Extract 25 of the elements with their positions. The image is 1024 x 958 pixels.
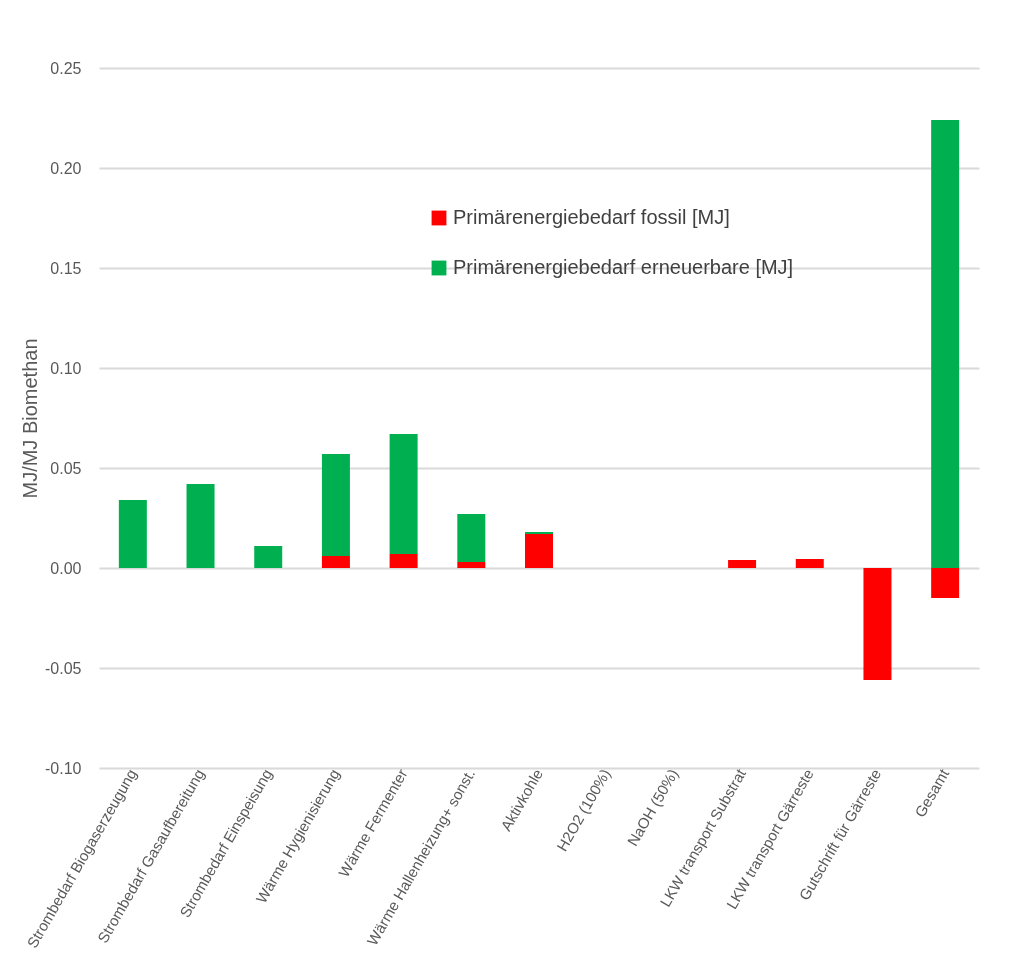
y-tick-label: 0.00 bbox=[50, 559, 82, 577]
y-tick-label: 0.05 bbox=[50, 459, 82, 477]
bar bbox=[795, 559, 824, 568]
y-tick-label: 0.10 bbox=[50, 359, 82, 377]
bar bbox=[389, 554, 418, 568]
bar bbox=[728, 560, 757, 568]
bar bbox=[931, 568, 960, 598]
bar bbox=[118, 500, 147, 568]
bar bbox=[389, 434, 418, 554]
legend-label: Primärenergiebedarf fossil [MJ] bbox=[453, 206, 730, 228]
bar bbox=[321, 454, 350, 556]
bar bbox=[254, 546, 283, 568]
y-axis-title: MJ/MJ Biomethan bbox=[19, 338, 42, 499]
bar bbox=[457, 562, 486, 568]
bar bbox=[525, 534, 553, 568]
bar bbox=[863, 568, 892, 680]
bar bbox=[186, 484, 215, 568]
bar bbox=[321, 556, 350, 568]
y-tick-label: 0.20 bbox=[50, 159, 82, 177]
legend-label: Primärenergiebedarf erneuerbare [MJ] bbox=[453, 256, 794, 278]
y-tick-label: 0.15 bbox=[50, 259, 82, 277]
bar bbox=[931, 120, 960, 568]
bar bbox=[457, 514, 486, 562]
y-tick-label: 0.25 bbox=[50, 59, 82, 77]
y-tick-label: -0.05 bbox=[45, 659, 82, 677]
